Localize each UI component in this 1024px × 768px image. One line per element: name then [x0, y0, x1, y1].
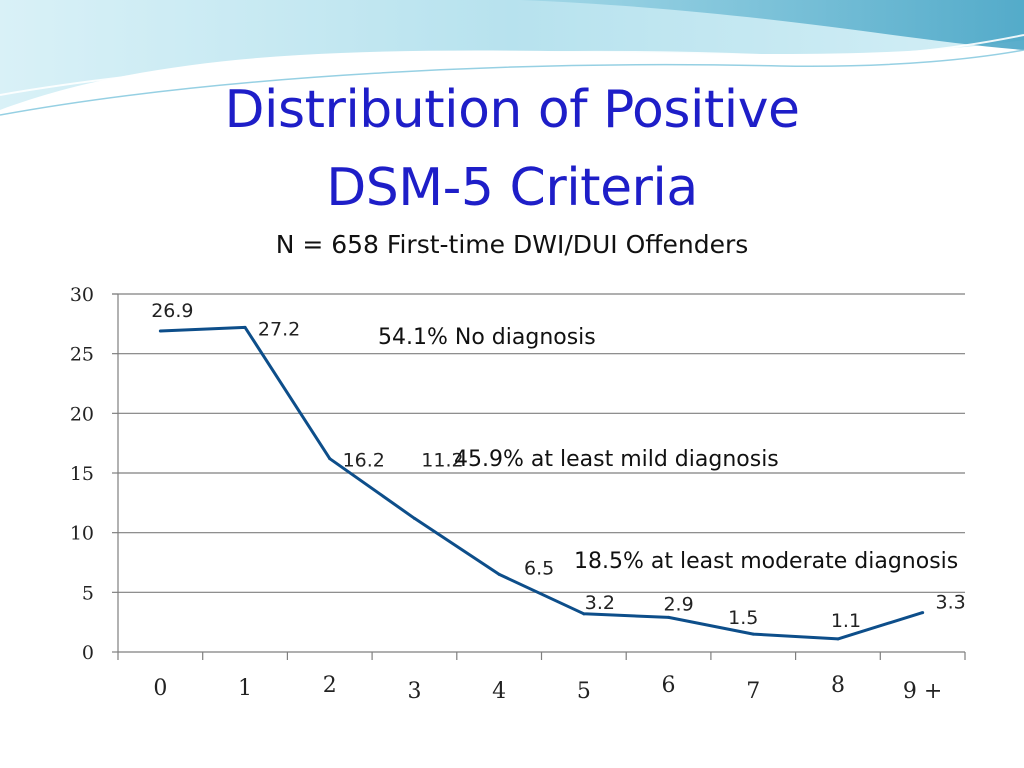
x-tick-label: 7 [746, 679, 760, 704]
y-tick-label: 20 [70, 403, 94, 425]
annotations: 54.1% No diagnosis 45.9% at least mild di… [378, 325, 958, 574]
data-label: 1.5 [728, 607, 758, 629]
data-labels: 26.9 27.2 16.2 11.2 6.5 3.2 2.9 1.5 1.1 3.3 [151, 300, 966, 632]
x-tick-label: 3 [407, 679, 421, 704]
annotation-mild: 45.9% at least mild diagnosis [454, 447, 779, 472]
slide-title-line-2: DSM-5 Criteria [326, 158, 698, 218]
data-point [412, 516, 416, 520]
x-tick-label: 5 [577, 679, 591, 704]
y-tick-label: 10 [70, 523, 94, 545]
axes [112, 293, 966, 660]
data-label: 26.9 [151, 300, 193, 322]
slide-title-line-1: Distribution of Positive [224, 80, 800, 140]
y-tick-label: 5 [82, 582, 94, 604]
data-point [582, 612, 586, 616]
data-label: 1.1 [831, 610, 861, 632]
y-axis-ticks: 0 5 10 15 20 25 30 [70, 284, 94, 664]
data-point [497, 572, 501, 576]
data-label: 3.2 [585, 592, 615, 614]
slide-subtitle: N = 658 First-time DWI/DUI Offenders [275, 230, 749, 259]
x-tick-label: 4 [492, 679, 506, 704]
gridlines [118, 293, 965, 593]
x-tick-label: 2 [323, 673, 337, 698]
y-tick-label: 25 [70, 344, 94, 366]
header-wave-decoration [0, 0, 1024, 116]
y-tick-label: 0 [82, 642, 94, 664]
x-tick-label: 9 + [903, 679, 942, 704]
x-tick-label: 6 [662, 673, 676, 698]
data-point [328, 457, 332, 461]
data-label: 3.3 [936, 592, 966, 614]
data-label: 2.9 [663, 593, 693, 615]
data-label: 27.2 [258, 318, 300, 340]
y-tick-label: 30 [70, 284, 94, 306]
data-label: 6.5 [524, 557, 554, 579]
x-tick-label: 1 [238, 676, 252, 701]
data-label: 11.2 [421, 449, 463, 471]
series-line-group [158, 325, 925, 641]
annotation-no-diagnosis: 54.1% No diagnosis [378, 325, 596, 350]
data-label: 16.2 [343, 450, 385, 472]
data-point [158, 329, 162, 333]
data-point [836, 637, 840, 641]
data-point [243, 325, 247, 329]
y-tick-label: 15 [70, 463, 94, 485]
annotation-moderate: 18.5% at least moderate diagnosis [574, 549, 958, 574]
data-point [751, 632, 755, 636]
x-axis-ticks: 0 1 2 3 4 5 6 7 8 9 + [153, 673, 942, 704]
data-point [921, 611, 925, 615]
x-tick-label: 0 [153, 676, 167, 701]
series-line [160, 325, 924, 641]
x-tick-label: 8 [831, 673, 845, 698]
data-point [667, 615, 671, 619]
